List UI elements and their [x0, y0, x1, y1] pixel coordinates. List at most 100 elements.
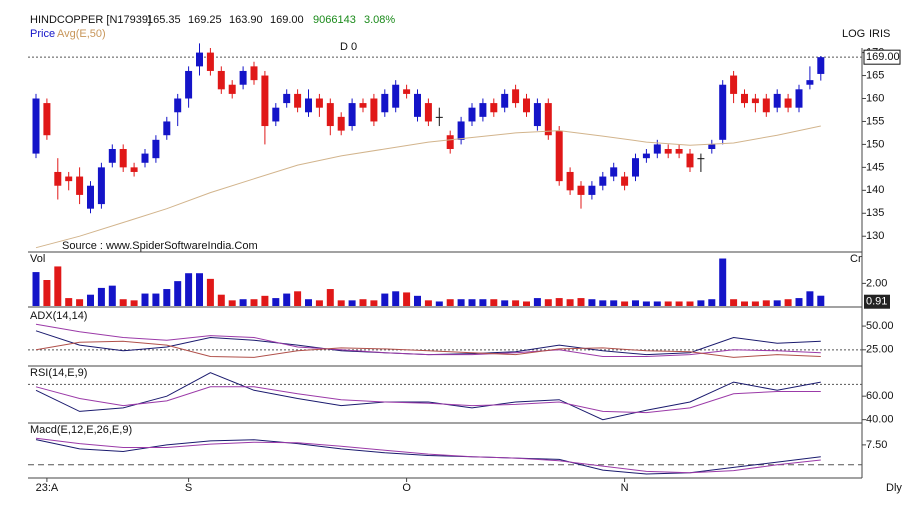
legend-price: Price — [30, 28, 55, 40]
candle-body — [468, 107, 476, 122]
candle-body — [272, 107, 280, 122]
candle-body — [228, 84, 236, 94]
y-tick-label: 160 — [866, 92, 884, 104]
volume-bar — [381, 293, 389, 306]
volume-bar — [174, 281, 182, 306]
volume-bar — [446, 299, 454, 306]
candle-body — [599, 176, 607, 186]
indicator-line — [35, 437, 821, 474]
candle-body — [577, 185, 585, 195]
volume-bar — [108, 285, 116, 306]
candle-body — [261, 75, 269, 127]
y-tick-label: 60.00 — [866, 390, 894, 402]
candle-body — [621, 176, 629, 186]
volume-bar — [457, 299, 465, 306]
volume-bar — [206, 278, 214, 306]
candle-body — [588, 185, 596, 195]
volume-bar — [653, 301, 661, 306]
volume-bar — [719, 258, 727, 306]
candle-body — [130, 167, 138, 172]
candle-body — [76, 176, 84, 195]
candle-body — [141, 153, 149, 163]
candle-body — [817, 57, 825, 74]
y-tick-label: 25.00 — [866, 344, 894, 356]
volume-bar — [152, 293, 160, 306]
x-tick-label: O — [402, 482, 411, 494]
candle-body — [326, 103, 334, 127]
volume-bar — [675, 301, 683, 306]
candle-body — [359, 103, 367, 108]
y-tick-label: 2.00 — [866, 277, 887, 289]
candle-body — [185, 70, 193, 99]
candle-body — [795, 89, 803, 108]
candle-body — [239, 70, 247, 85]
candle-body — [501, 93, 509, 108]
candle-body — [773, 93, 781, 108]
volume-bar — [686, 301, 694, 306]
volume-bar — [196, 273, 203, 306]
volume-bar — [806, 291, 814, 306]
volume-bar — [185, 273, 193, 306]
y-tick-label: 50.00 — [866, 320, 894, 332]
y-tick-label: 140 — [866, 184, 884, 196]
x-tick-label: N — [621, 482, 629, 494]
volume-bar — [97, 287, 105, 306]
candle-body — [414, 93, 421, 117]
low: 163.90 — [229, 14, 263, 26]
panel-title: RSI(14,E,9) — [30, 367, 87, 379]
candle-body — [152, 139, 160, 159]
volume-bar — [217, 294, 225, 306]
volume-bar — [751, 301, 759, 306]
candle-body — [479, 103, 487, 117]
candle-body — [97, 167, 105, 205]
candle-body — [806, 80, 814, 85]
candle-body — [315, 98, 323, 108]
volume-unit: Cr — [850, 253, 862, 265]
volume-bar — [315, 300, 323, 306]
candle-body — [403, 89, 411, 94]
volume-bar — [141, 293, 149, 306]
volume-bar — [599, 300, 607, 306]
indicator-line — [35, 386, 821, 414]
candle-body — [686, 153, 694, 168]
volume-bar — [326, 289, 334, 306]
volume-bar — [708, 299, 716, 306]
close: 169.00 — [270, 14, 304, 26]
candle-body — [446, 135, 454, 149]
candle-body — [206, 52, 214, 71]
volume-bar — [544, 299, 552, 306]
candle-body — [294, 93, 302, 108]
candle-body — [490, 103, 498, 113]
panel-title: ADX(14,14) — [30, 310, 87, 322]
open: 165.35 — [147, 14, 181, 26]
candle-body — [544, 103, 552, 136]
candle-body — [196, 52, 203, 67]
volume-bar — [773, 300, 781, 306]
volume-bar — [435, 301, 443, 306]
volume: 9066143 — [313, 14, 356, 26]
volume-bar — [588, 299, 596, 306]
y-tick-label: 145 — [866, 161, 884, 173]
candle-body — [555, 130, 563, 182]
candle-body — [283, 93, 291, 104]
candle-body — [348, 103, 356, 127]
candle-body — [174, 98, 182, 113]
candle-body — [533, 103, 541, 127]
candle-body — [664, 149, 672, 154]
candle-body — [610, 167, 618, 177]
volume-bar — [424, 300, 432, 306]
volume-bar — [294, 291, 302, 306]
candle-body — [523, 98, 530, 113]
candle-body — [392, 84, 400, 108]
candle-body — [337, 116, 345, 131]
candle-body — [424, 103, 432, 122]
volume-bar — [642, 301, 650, 306]
indicator-line — [35, 125, 821, 249]
volume-bar — [163, 289, 171, 306]
candle-body — [566, 171, 574, 191]
volume-bar — [468, 299, 476, 306]
volume-bar — [697, 300, 705, 306]
y-tick-label: 130 — [866, 230, 884, 242]
volume-bar — [54, 266, 62, 306]
candle-body — [435, 116, 443, 118]
